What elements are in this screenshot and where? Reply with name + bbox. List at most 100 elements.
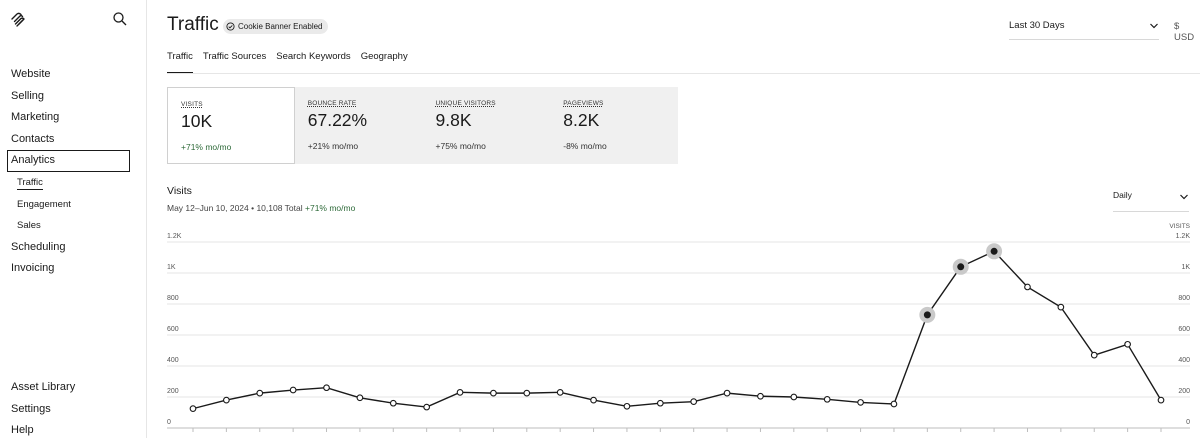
data-point[interactable] (256, 389, 264, 397)
sidebar-item-label: Asset Library (11, 381, 76, 393)
sidebar-item-selling[interactable]: Selling (0, 86, 147, 108)
chart-subtitle-range: May 12–Jun 10, 2024 • 10,108 Total (167, 203, 303, 213)
metric-card-pageviews[interactable]: Pageviews 8.2K -8% mo/mo (550, 87, 678, 164)
metric-card-bounce-rate[interactable]: Bounce Rate 67.22% +21% mo/mo (295, 87, 423, 164)
sidebar-item-website[interactable]: Website (0, 64, 147, 86)
data-point[interactable] (723, 389, 731, 397)
y-tick-label-left: 600 (167, 326, 179, 333)
y-tick-label-left: 200 (167, 388, 179, 395)
tab-search-keywords[interactable]: Search Keywords (276, 51, 351, 62)
data-point[interactable] (490, 389, 497, 397)
chart-subtitle-change: +71% mo/mo (305, 203, 356, 213)
granularity-select[interactable]: Daily (1113, 190, 1189, 212)
data-point[interactable] (790, 393, 798, 401)
data-point[interactable] (523, 389, 531, 397)
date-range-select[interactable]: Last 30 Days (1009, 16, 1159, 40)
sidebar-item-label: Scheduling (11, 240, 66, 253)
data-point[interactable] (456, 389, 464, 396)
data-point[interactable] (556, 389, 564, 396)
sidebar-item-label: Website (11, 68, 51, 80)
metric-change: +75% mo/mo (435, 141, 486, 151)
chevron-down-icon (1150, 23, 1158, 29)
chevron-down-icon (1180, 194, 1188, 200)
data-point[interactable] (323, 384, 330, 392)
check-circle-icon (226, 22, 235, 31)
sidebar-item-label: Engagement (17, 198, 71, 210)
y-tick-label-right: 0 (1186, 419, 1190, 426)
sidebar: Website Selling Marketing Contacts Analytics… (0, 0, 147, 438)
sidebar-item-label: Selling (11, 89, 45, 102)
data-point[interactable] (857, 399, 864, 406)
metric-value: 10K (181, 111, 213, 131)
date-range-value: Last 30 Days (1009, 20, 1065, 31)
y-tick-label-right: 600 (1178, 326, 1190, 333)
data-point[interactable] (757, 392, 764, 400)
main-content: Traffic Cookie Banner Enabled Last 30 Da… (147, 0, 1200, 438)
badge-label: Cookie Banner Enabled (238, 22, 323, 31)
metric-value: 8.2K (563, 110, 600, 130)
data-point[interactable] (1124, 340, 1131, 348)
sidebar-item-label: Help (11, 424, 34, 436)
sidebar-item-sales[interactable]: Sales (0, 215, 147, 237)
y-tick-label-left: 1.2K (167, 233, 182, 240)
data-point[interactable] (623, 402, 631, 410)
y-tick-label-right: 200 (1178, 388, 1190, 395)
metric-label: Visits (181, 101, 203, 108)
data-point[interactable] (823, 395, 831, 403)
data-point-highlighted[interactable] (923, 311, 931, 319)
main-nav: Website Selling Marketing Contacts Analytics… (0, 64, 147, 280)
tab-divider (167, 73, 1200, 74)
sidebar-item-label: Analytics (11, 154, 56, 166)
sidebar-item-analytics[interactable]: Analytics (7, 150, 130, 172)
metric-value: 9.8K (435, 110, 472, 130)
data-point[interactable] (656, 399, 664, 407)
tab-traffic[interactable]: Traffic (167, 51, 193, 73)
data-point[interactable] (389, 399, 397, 407)
sidebar-item-label: Settings (11, 402, 51, 415)
sidebar-item-traffic[interactable]: Traffic (0, 172, 147, 194)
data-point-highlighted[interactable] (990, 247, 998, 255)
metric-change: +71% mo/mo (181, 142, 232, 152)
data-point[interactable] (1090, 351, 1098, 359)
search-icon[interactable] (112, 11, 128, 27)
metric-card-visits[interactable]: Visits 10K +71% mo/mo (167, 87, 295, 164)
sidebar-item-help[interactable]: Help (0, 420, 147, 438)
data-point[interactable] (223, 396, 230, 404)
data-point[interactable] (1057, 303, 1065, 311)
data-point[interactable] (189, 405, 197, 412)
page-title: Traffic (167, 14, 219, 35)
data-point[interactable] (1157, 396, 1165, 404)
tab-geography[interactable]: Geography (360, 51, 408, 62)
metrics-panel: Visits 10K +71% mo/mo Bounce Rate 67.22% +21%… (167, 87, 678, 164)
y-tick-label-left: 0 (167, 419, 171, 426)
data-point[interactable] (690, 398, 698, 405)
sidebar-item-engagement[interactable]: Engagement (0, 194, 147, 216)
metric-value: 67.22% (307, 110, 368, 130)
sidebar-item-scheduling[interactable]: Scheduling (0, 237, 147, 259)
metric-label: Pageviews (563, 100, 604, 107)
y-tick-label-right: 1.2K (1176, 233, 1191, 240)
tab-traffic-sources[interactable]: Traffic Sources (202, 51, 267, 62)
sidebar-item-asset-library[interactable]: Asset Library (0, 377, 147, 399)
metric-card-unique-visitors[interactable]: Unique Visitors 9.8K +75% mo/mo (423, 87, 551, 164)
sidebar-item-label: Sales (17, 220, 41, 231)
sidebar-item-contacts[interactable]: Contacts (0, 129, 147, 151)
data-point[interactable] (590, 396, 597, 404)
data-point[interactable] (356, 394, 364, 402)
chart-title: Visits (167, 185, 192, 197)
visits-series-line (192, 250, 1162, 410)
data-point[interactable] (890, 400, 898, 408)
squarespace-logo-icon[interactable] (10, 12, 26, 28)
data-point[interactable] (423, 403, 431, 411)
data-point[interactable] (1024, 283, 1031, 291)
y-tick-label-right: 400 (1178, 357, 1190, 364)
metric-label: Unique Visitors (435, 100, 496, 107)
visits-line-chart: VISITS 0 0 200 200 400 400 600 600 800 800 1K 1K 1.2K… (167, 223, 1191, 432)
sidebar-item-settings[interactable]: Settings (0, 399, 147, 421)
tab-bar: Traffic Traffic Sources Search Keywords Geo… (167, 51, 408, 73)
currency-label[interactable]: $ USD (1174, 21, 1195, 43)
sidebar-item-invoicing[interactable]: Invoicing (0, 258, 147, 280)
data-point[interactable] (289, 386, 297, 394)
data-point-highlighted[interactable] (957, 263, 965, 271)
sidebar-item-marketing[interactable]: Marketing (0, 107, 147, 129)
